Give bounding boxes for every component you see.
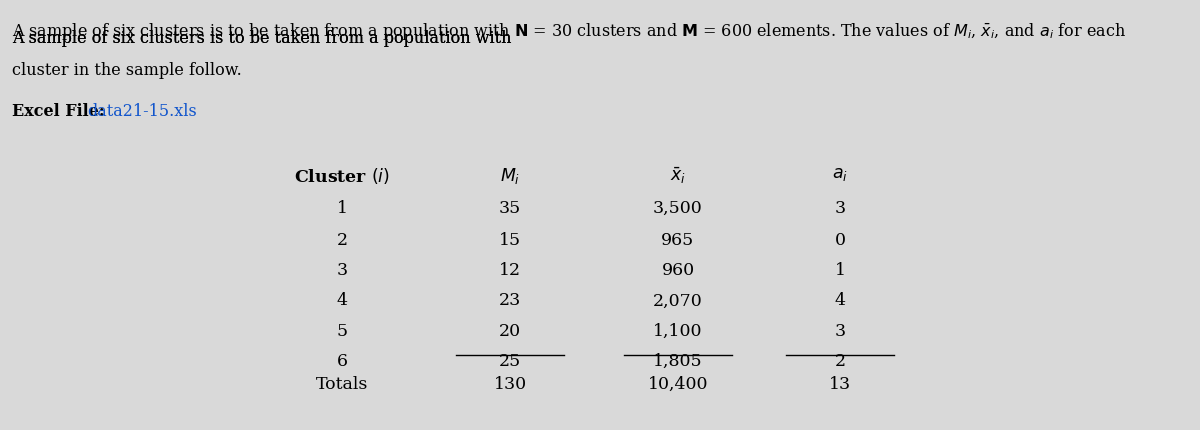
Text: A sample of six clusters is to be taken from a population with $\mathbf{N}$ = 30: A sample of six clusters is to be taken …	[12, 22, 1126, 43]
Text: 4: 4	[834, 292, 846, 310]
Text: 1,100: 1,100	[653, 322, 703, 340]
Text: 1,805: 1,805	[653, 353, 703, 370]
Text: 130: 130	[493, 376, 527, 393]
Text: 0: 0	[834, 232, 846, 249]
Text: 35: 35	[499, 200, 521, 217]
Text: 23: 23	[499, 292, 521, 310]
Text: A sample of six clusters is to be taken from a population with: A sample of six clusters is to be taken …	[12, 30, 517, 47]
Text: 3: 3	[336, 262, 348, 280]
Text: 1: 1	[336, 200, 348, 217]
Text: 20: 20	[499, 322, 521, 340]
Text: 2: 2	[336, 232, 348, 249]
Text: 3: 3	[834, 322, 846, 340]
Text: 10,400: 10,400	[648, 376, 708, 393]
Text: 2,070: 2,070	[653, 292, 703, 310]
Text: data21-15.xls: data21-15.xls	[88, 103, 197, 120]
Text: $M_i$: $M_i$	[500, 166, 520, 186]
Text: A sample of six clusters is to be taken from a population with: A sample of six clusters is to be taken …	[12, 30, 517, 47]
Text: 1: 1	[834, 262, 846, 280]
Text: 4: 4	[336, 292, 348, 310]
Text: 6: 6	[336, 353, 348, 370]
Text: 12: 12	[499, 262, 521, 280]
Text: 15: 15	[499, 232, 521, 249]
Text: 5: 5	[336, 322, 348, 340]
Text: 25: 25	[499, 353, 521, 370]
Text: Excel File:: Excel File:	[12, 103, 110, 120]
Text: Cluster $(i)$: Cluster $(i)$	[294, 166, 390, 186]
Text: 2: 2	[834, 353, 846, 370]
Text: Totals: Totals	[316, 376, 368, 393]
Text: $\bar{x}_i$: $\bar{x}_i$	[670, 166, 686, 186]
Text: $a_i$: $a_i$	[832, 166, 848, 183]
Text: 960: 960	[661, 262, 695, 280]
Text: cluster in the sample follow.: cluster in the sample follow.	[12, 62, 241, 80]
Text: 965: 965	[661, 232, 695, 249]
Text: 3: 3	[834, 200, 846, 217]
Text: 3,500: 3,500	[653, 200, 703, 217]
Text: 13: 13	[829, 376, 851, 393]
